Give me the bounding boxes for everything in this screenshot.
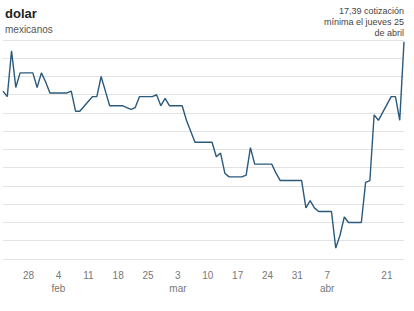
svg-text:feb: feb xyxy=(52,283,66,294)
svg-text:17,39 cotización: 17,39 cotización xyxy=(339,6,404,16)
svg-text:11: 11 xyxy=(83,270,94,281)
svg-text:28: 28 xyxy=(23,270,35,281)
svg-text:7: 7 xyxy=(324,270,330,281)
svg-text:mexicanos: mexicanos xyxy=(5,24,53,35)
svg-text:mar: mar xyxy=(169,283,187,294)
svg-text:de abril: de abril xyxy=(374,28,404,38)
svg-text:abr: abr xyxy=(320,283,335,294)
svg-text:3: 3 xyxy=(175,270,181,281)
svg-text:dolar: dolar xyxy=(5,6,37,21)
svg-text:24: 24 xyxy=(262,270,274,281)
svg-text:18: 18 xyxy=(113,270,125,281)
svg-text:10: 10 xyxy=(202,270,214,281)
svg-text:21: 21 xyxy=(381,270,393,281)
svg-text:4: 4 xyxy=(56,270,62,281)
svg-text:31: 31 xyxy=(292,270,304,281)
svg-text:17: 17 xyxy=(232,270,244,281)
svg-text:25: 25 xyxy=(142,270,154,281)
svg-text:mínima el jueves 25: mínima el jueves 25 xyxy=(324,17,404,27)
